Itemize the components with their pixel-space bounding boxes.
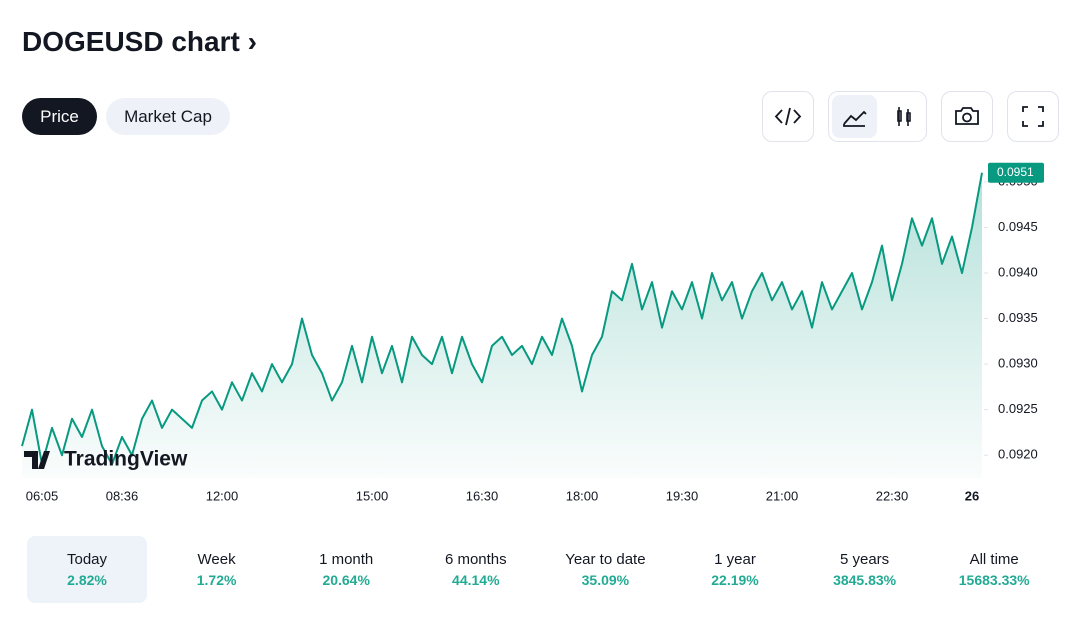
logo-mark: [24, 451, 50, 469]
price-line: [21, 172, 983, 466]
period-label[interactable]: 1 month: [319, 551, 374, 568]
logo: TradingView: [64, 448, 188, 471]
y-tick-label: 0.0945: [998, 219, 1038, 234]
y-tick-label: 0.0920: [998, 447, 1038, 462]
period-label[interactable]: 5 years: [839, 551, 890, 568]
y-tick-label: 0.0930: [998, 356, 1038, 371]
x-tick-label: 16:30: [466, 488, 499, 503]
period[interactable]: 6 months 44.14%: [416, 536, 536, 603]
period[interactable]: Week 1.72%: [157, 536, 277, 603]
period-label[interactable]: All time: [969, 551, 1019, 568]
period-change[interactable]: 35.09%: [581, 572, 630, 588]
period-change[interactable]: 3845.83%: [833, 572, 897, 588]
tab[interactable]: Market Cap: [106, 98, 230, 135]
title-text[interactable]: DOGEUSD chart: [22, 26, 240, 57]
chevron[interactable]: ›: [247, 26, 257, 57]
x-tick-label: 12:00: [206, 488, 239, 503]
candle-button[interactable]: [881, 95, 926, 138]
period-change[interactable]: 20.64%: [322, 572, 370, 588]
period-change[interactable]: 1.72%: [196, 572, 237, 588]
period[interactable]: Today 2.82%: [27, 536, 147, 603]
period[interactable]: Year to date 35.09%: [545, 536, 665, 603]
x-tick-label: 08:36: [106, 488, 139, 503]
x-tick-label: 19:30: [666, 488, 699, 503]
period[interactable]: 1 month 20.64%: [286, 536, 406, 603]
x-tick-label: 26: [965, 488, 979, 503]
fullscreen-button[interactable]: [1007, 91, 1059, 142]
period[interactable]: 5 years 3845.83%: [805, 536, 925, 603]
period[interactable]: All time 15683.33%: [934, 536, 1054, 603]
period[interactable]: 1 year 22.19%: [675, 536, 795, 603]
period-label[interactable]: 6 months: [444, 551, 507, 568]
icon: [1022, 106, 1044, 127]
period-change[interactable]: 2.82%: [67, 572, 107, 588]
x-tick-label: 15:00: [356, 488, 389, 503]
period-change[interactable]: 15683.33%: [958, 572, 1030, 588]
period-change[interactable]: 22.19%: [711, 572, 759, 588]
x-tick-label: 18:00: [566, 488, 599, 503]
x-tick-label: 22:30: [876, 488, 909, 503]
y-tick-label: 0.0940: [998, 264, 1038, 279]
period-label[interactable]: Year to date: [565, 551, 646, 568]
icon: [774, 107, 802, 126]
embed-button[interactable]: [762, 91, 814, 142]
price-label-bg: [988, 162, 1044, 183]
tab[interactable]: Price: [22, 98, 97, 135]
y-tick-label: 0.0925: [998, 401, 1038, 416]
chart-style-group: [828, 91, 927, 142]
period-change[interactable]: 44.14%: [452, 572, 500, 588]
icon: [843, 110, 867, 127]
line-button[interactable]: [832, 95, 877, 138]
area: [22, 172, 982, 478]
x-tick-label: 06:05: [26, 488, 59, 503]
period-label[interactable]: 1 year: [714, 551, 756, 568]
y-tick-label: 0.0935: [998, 310, 1038, 325]
chart: 0.0920 0.0925 0.0930 0.0935 0.0940 0.0945 0.09…: [21, 162, 1044, 503]
snapshot-button[interactable]: [941, 91, 993, 142]
period-label[interactable]: Today: [66, 551, 108, 568]
title[interactable]: DOGEUSD chart ›: [22, 26, 257, 58]
icon: [955, 107, 979, 125]
x-tick-label: 21:00: [766, 488, 799, 503]
period-label[interactable]: Week: [197, 551, 236, 568]
price-label: 0.0951: [997, 165, 1034, 179]
